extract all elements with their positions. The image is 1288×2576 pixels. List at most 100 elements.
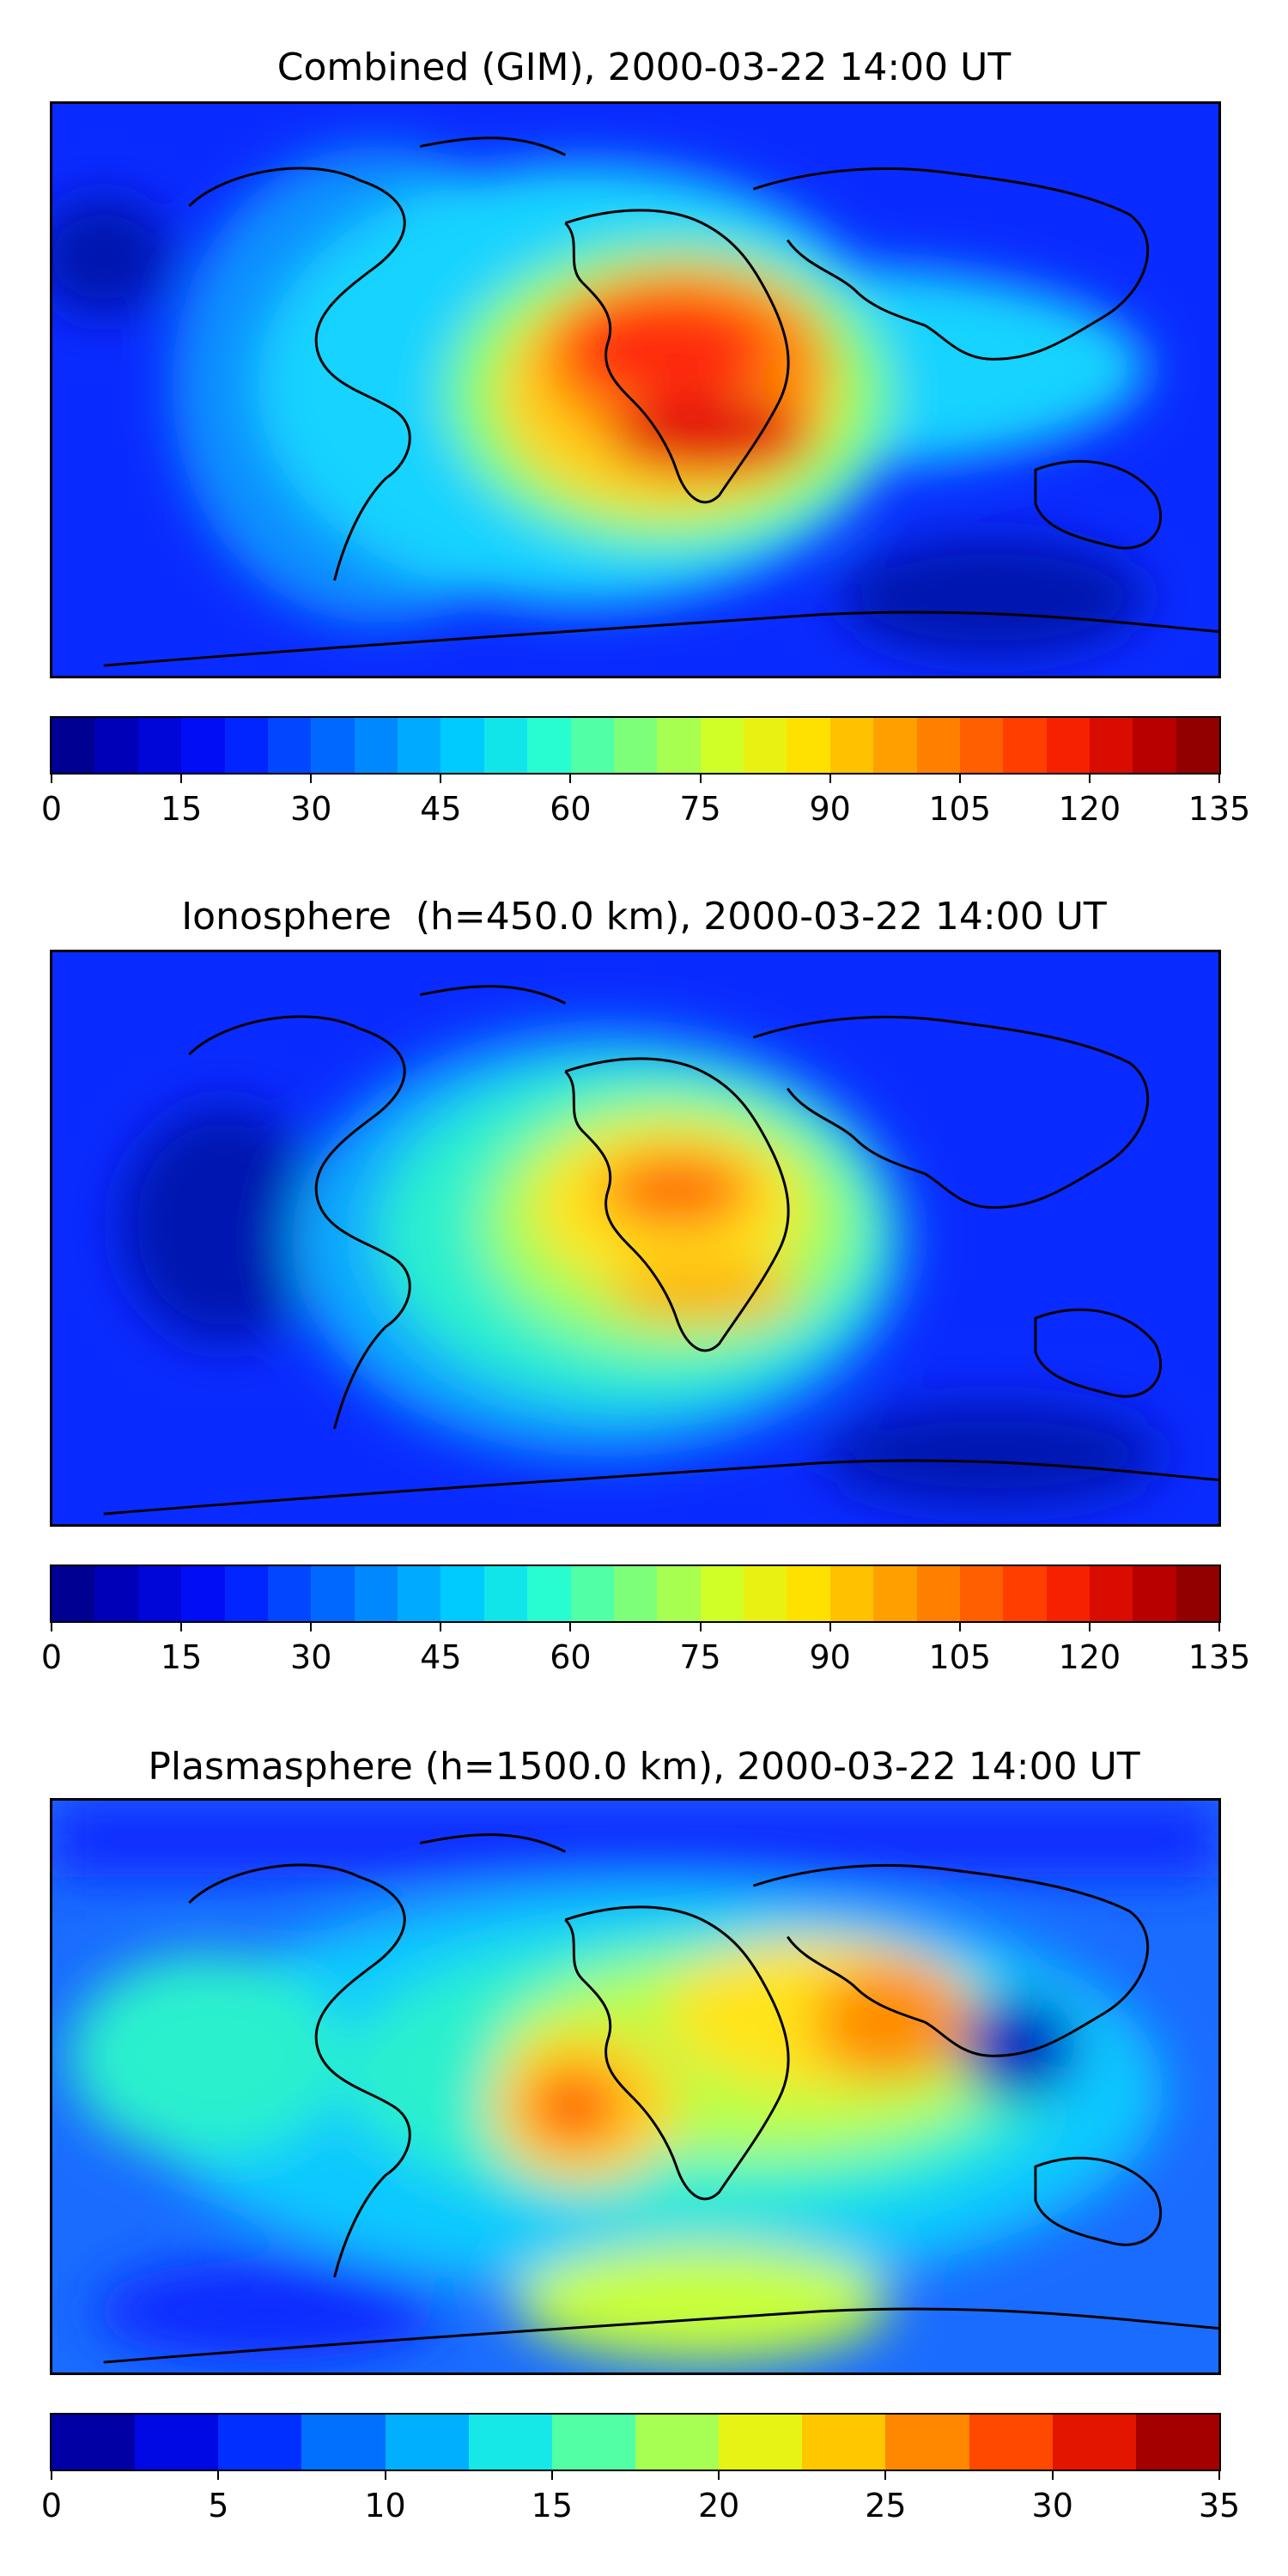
colorbar-segment [398, 1566, 441, 1621]
map-ionosphere [50, 950, 1221, 1527]
colorbar-segment [224, 1566, 268, 1621]
map-plasmasphere [50, 1798, 1221, 2375]
colorbar-segment [744, 1566, 787, 1621]
colorbar-segment [311, 1566, 355, 1621]
colorbar-tick-label: 0 [40, 1638, 63, 1676]
colorbar-segment [398, 718, 441, 773]
colorbar-segment [267, 1566, 312, 1621]
map-combined [50, 101, 1221, 678]
colorbar-ionosphere: 0 15 30 45 60 75 90 105 120 135 [41, 1564, 1250, 1674]
colorbar-segment [181, 718, 225, 773]
colorbar-tick-label: 135 [1188, 1638, 1251, 1676]
colorbar-segment [385, 2415, 469, 2470]
colorbar-segment [483, 1566, 528, 1621]
colorbar-segment [483, 718, 528, 773]
colorbar-segment [1135, 2415, 1219, 2470]
colorbar-tick-label: 135 [1188, 790, 1251, 828]
colorbar-tick-label: 90 [809, 790, 851, 828]
colorbar-tick [1088, 775, 1091, 783]
colorbar-segment [440, 1566, 484, 1621]
map-svg-plasmasphere [52, 1801, 1218, 2372]
colorbar-tick-label: 15 [531, 2487, 574, 2524]
colorbar-tick [718, 2471, 720, 2480]
colorbar-tick [1218, 1623, 1220, 1631]
colorbar-segment [354, 718, 398, 773]
colorbar-tick-label: 45 [420, 1638, 462, 1676]
colorbar-tick-label: 10 [364, 2487, 406, 2524]
colorbar-segment [1090, 718, 1133, 773]
colorbar-tick [1088, 1623, 1091, 1631]
colorbar-segment [301, 2415, 386, 2470]
colorbar-tick-label: 15 [160, 790, 203, 828]
colorbar-segment [744, 718, 787, 773]
colorbar-tick [1218, 2471, 1220, 2480]
panel-title-combined: Combined (GIM), 2000-03-22 14:00 UT [276, 46, 1012, 89]
colorbar-segment [1133, 718, 1176, 773]
colorbar-segment [829, 1566, 874, 1621]
colorbar-segment [802, 2415, 886, 2470]
colorbar-segment [1133, 1566, 1176, 1621]
colorbar-segment [635, 2415, 720, 2470]
colorbar-segment [94, 1566, 138, 1621]
colorbar-tick-label: 45 [420, 790, 462, 828]
colorbar-segment [1090, 1566, 1133, 1621]
map-svg-combined [52, 104, 1218, 676]
colorbar-tick [569, 775, 572, 783]
colorbar-segment [527, 718, 571, 773]
colorbar-tick [51, 1623, 52, 1631]
colorbar-tick-label: 25 [865, 2487, 907, 2524]
colorbar-tick [1218, 775, 1220, 783]
coastlines [103, 985, 1218, 1516]
panel-title-ionosphere: Ionosphere (h=450.0 km), 2000-03-22 14:0… [181, 895, 1107, 939]
colorbar-segment [657, 1566, 701, 1621]
colorbar-segment [1003, 1566, 1047, 1621]
colorbar-tick-label: 75 [679, 1638, 721, 1676]
colorbar-segment [787, 718, 830, 773]
colorbar-tick-label: 0 [40, 790, 63, 828]
colorbar-segment [1003, 718, 1047, 773]
colorbar-segment [135, 2415, 219, 2470]
colorbar-segment [700, 718, 744, 773]
colorbar-segment [354, 1566, 398, 1621]
colorbar-segment [52, 718, 95, 773]
colorbar-segment [969, 2415, 1053, 2470]
colorbar-tick [884, 2471, 887, 2480]
colorbar-tick-label: 75 [679, 790, 721, 828]
colorbar-segment [657, 718, 701, 773]
colorbar-combined: 0 15 30 45 60 75 90 105 120 135 [41, 716, 1250, 826]
colorbar-tick-label: 105 [928, 1638, 992, 1676]
colorbar-tick-label: 0 [40, 2487, 63, 2524]
colorbar-segment [224, 718, 268, 773]
colorbar-segment [468, 2415, 552, 2470]
coastlines [103, 137, 1218, 667]
colorbar-segment [218, 2415, 302, 2470]
colorbar-tick [440, 775, 442, 783]
colorbar-tick [310, 1623, 313, 1631]
colorbar-segment [916, 718, 960, 773]
colorbar-segment [94, 718, 138, 773]
map-svg-ionosphere [52, 952, 1218, 1524]
colorbar-segment [959, 718, 1004, 773]
colorbar-tick [180, 1623, 183, 1631]
colorbar-tick [180, 775, 183, 783]
colorbar-tick [829, 775, 831, 783]
colorbar-segment [787, 1566, 830, 1621]
colorbar-segment [613, 1566, 658, 1621]
colorbar-tick-label: 60 [550, 790, 592, 828]
colorbar-tick-label: 30 [1031, 2487, 1073, 2524]
colorbar-segment [52, 2415, 136, 2470]
colorbar-segment [311, 718, 355, 773]
colorbar-segment [1176, 1566, 1220, 1621]
colorbar-segment [916, 1566, 960, 1621]
colorbar-segment [700, 1566, 744, 1621]
colorbar-segment [873, 1566, 917, 1621]
colorbar-segment [1046, 718, 1090, 773]
colorbar-tick [829, 1623, 831, 1631]
colorbar-tick-label: 105 [928, 790, 992, 828]
colorbar-tick [699, 775, 702, 783]
panel-title-plasmasphere: Plasmasphere (h=1500.0 km), 2000-03-22 1… [148, 1745, 1140, 1789]
colorbar-tick [440, 1623, 442, 1631]
colorbar-segment [873, 718, 917, 773]
colorbar-segment [959, 1566, 1004, 1621]
colorbar-segment [440, 718, 484, 773]
